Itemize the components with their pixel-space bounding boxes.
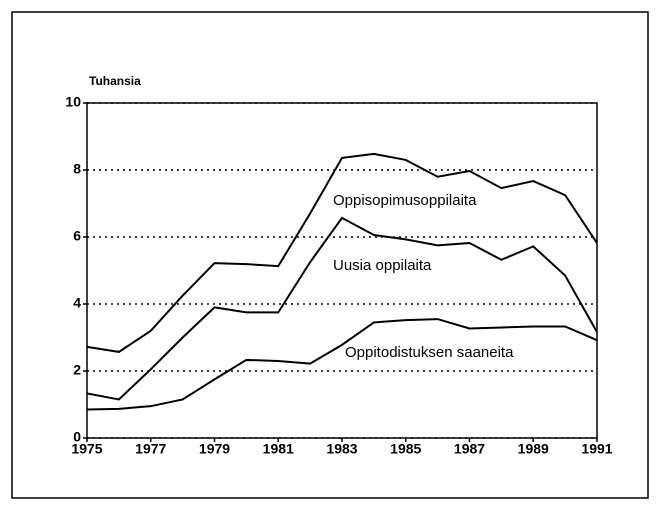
x-tick-label: 1987 xyxy=(454,441,485,457)
x-tick-label: 1979 xyxy=(199,441,230,457)
series-label: Oppitodistuksen saaneita xyxy=(345,344,514,361)
series-line xyxy=(86,318,598,411)
series-label: Oppisopimusoppilaita xyxy=(333,192,477,209)
y-tick-label: 6 xyxy=(73,228,81,244)
y-tick-label: 10 xyxy=(65,94,81,110)
x-tick-label: 1991 xyxy=(581,441,612,457)
y-tick-label: 2 xyxy=(73,362,81,378)
x-tick-label: 1981 xyxy=(263,441,294,457)
series-line xyxy=(86,216,598,401)
x-tick-label: 1975 xyxy=(71,441,102,457)
x-tick-label: 1985 xyxy=(390,441,421,457)
y-tick-label: 0 xyxy=(73,429,81,445)
series-line xyxy=(86,152,598,353)
x-tick-label: 1989 xyxy=(518,441,549,457)
y-tick-label: 8 xyxy=(73,161,81,177)
y-tick-label: 4 xyxy=(73,295,81,311)
frame xyxy=(11,11,649,499)
series-label: Uusia oppilaita xyxy=(333,257,432,274)
y-axis-label: Tuhansia xyxy=(89,74,141,88)
x-tick-label: 1983 xyxy=(326,441,357,457)
x-tick-label: 1977 xyxy=(135,441,166,457)
